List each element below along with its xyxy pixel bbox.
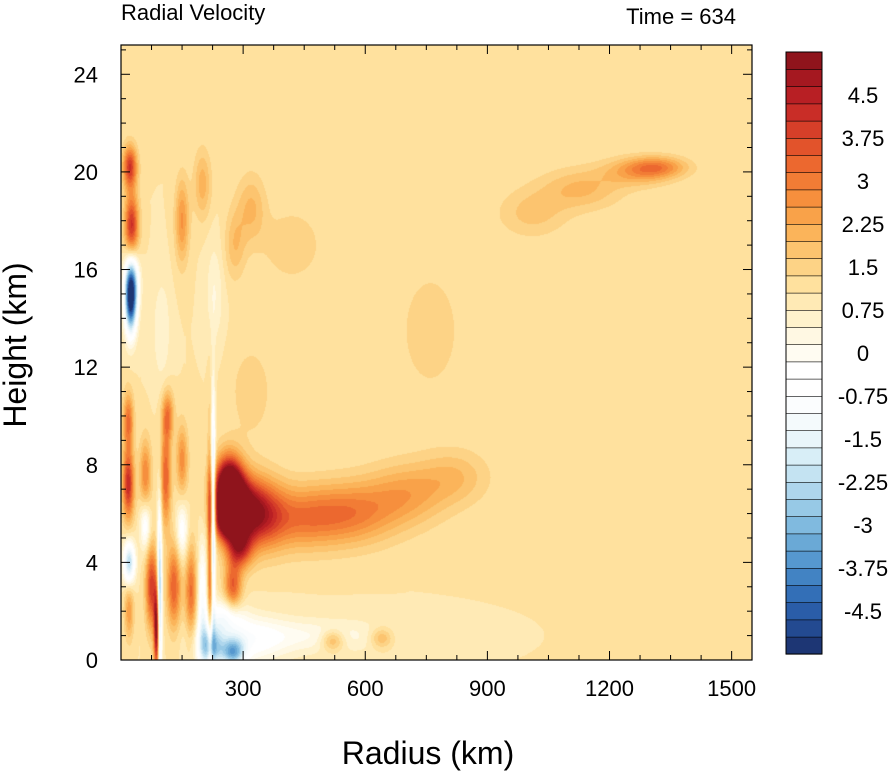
colorbar-bin <box>785 344 823 363</box>
colorbar-label: -3.75 <box>838 556 888 581</box>
colorbar-bin <box>785 51 823 70</box>
colorbar-bin <box>785 189 823 208</box>
y-tick-label: 16 <box>74 258 98 283</box>
colorbar-bin <box>785 292 823 311</box>
chart-title: Radial Velocity <box>121 0 265 25</box>
colorbar-bin <box>785 258 823 277</box>
colorbar-bin <box>785 516 823 535</box>
colorbar-bin <box>785 447 823 466</box>
colorbar-bin <box>785 395 823 414</box>
y-axis-label: Height (km) <box>0 262 33 427</box>
colorbar-bin <box>785 309 823 328</box>
y-tick-label: 0 <box>86 648 98 673</box>
colorbar-bin <box>785 137 823 156</box>
colorbar-label: 3.75 <box>842 126 885 151</box>
colorbar-bin <box>785 636 823 655</box>
y-tick-label: 12 <box>74 355 98 380</box>
colorbar-label: 1.5 <box>848 255 879 280</box>
colorbar-bin <box>785 103 823 122</box>
colorbar-bin <box>785 619 823 638</box>
colorbar-label: -0.75 <box>838 384 888 409</box>
colorbar-bin <box>785 412 823 432</box>
y-tick-label: 24 <box>74 62 98 87</box>
colorbar-bin <box>785 584 823 604</box>
colorbar-bin <box>785 550 823 569</box>
colorbar-bin <box>785 464 823 483</box>
y-tick-labels: 0 4 8 12 16 20 24 <box>74 62 98 673</box>
colorbar-bin <box>785 68 823 87</box>
x-tick-label: 600 <box>347 676 384 701</box>
colorbar-bin <box>785 481 823 500</box>
colorbar-label: -4.5 <box>844 599 882 624</box>
colorbar-frame <box>785 51 823 655</box>
colorbar-bin <box>785 378 823 397</box>
colorbar-bin <box>785 172 823 191</box>
colorbar-bin <box>785 206 823 225</box>
x-tick-label: 1500 <box>707 676 756 701</box>
colorbar-bin <box>785 533 823 552</box>
colorbar-bin <box>785 326 823 346</box>
colorbar-bin <box>785 240 823 259</box>
y-tick-label: 8 <box>86 453 98 478</box>
plot-frame <box>120 44 753 661</box>
axis-ticks <box>121 45 752 661</box>
colorbar-bin <box>785 430 823 449</box>
colorbar-label: 4.5 <box>848 83 879 108</box>
x-tick-label: 300 <box>225 676 262 701</box>
colorbar-bin <box>785 86 823 105</box>
colorbar-bin <box>785 361 823 380</box>
colorbar-labels: 4.5 3.75 3 2.25 1.5 0.75 0 -0.75 -1.5 -2.25 -3 -3.7… <box>838 83 888 624</box>
velocity-heatmap <box>121 45 752 660</box>
colorbar-bin <box>785 498 823 518</box>
time-annotation: Time = 634 <box>626 4 736 29</box>
colorbar-bin <box>785 275 823 294</box>
x-axis-label: Radius (km) <box>342 735 514 771</box>
x-tick-label: 900 <box>469 676 506 701</box>
colorbar-label: -1.5 <box>844 427 882 452</box>
x-tick-label: 1200 <box>585 676 634 701</box>
colorbar-bin <box>785 120 823 139</box>
colorbar-label: -2.25 <box>838 470 888 495</box>
colorbar-bin <box>785 223 823 242</box>
y-tick-label: 4 <box>86 550 98 575</box>
x-tick-labels: 300 600 900 1200 1500 <box>225 676 756 701</box>
colorbar-label: 3 <box>857 169 869 194</box>
colorbar-bin <box>785 602 823 621</box>
colorbar <box>785 51 823 655</box>
colorbar-bin <box>785 154 823 173</box>
y-tick-label: 20 <box>74 160 98 185</box>
colorbar-label: 0.75 <box>842 298 885 323</box>
colorbar-label: -3 <box>853 513 873 538</box>
plot-area <box>120 44 753 661</box>
colorbar-label: 2.25 <box>842 212 885 237</box>
colorbar-label: 0 <box>857 341 869 366</box>
colorbar-bin <box>785 567 823 586</box>
